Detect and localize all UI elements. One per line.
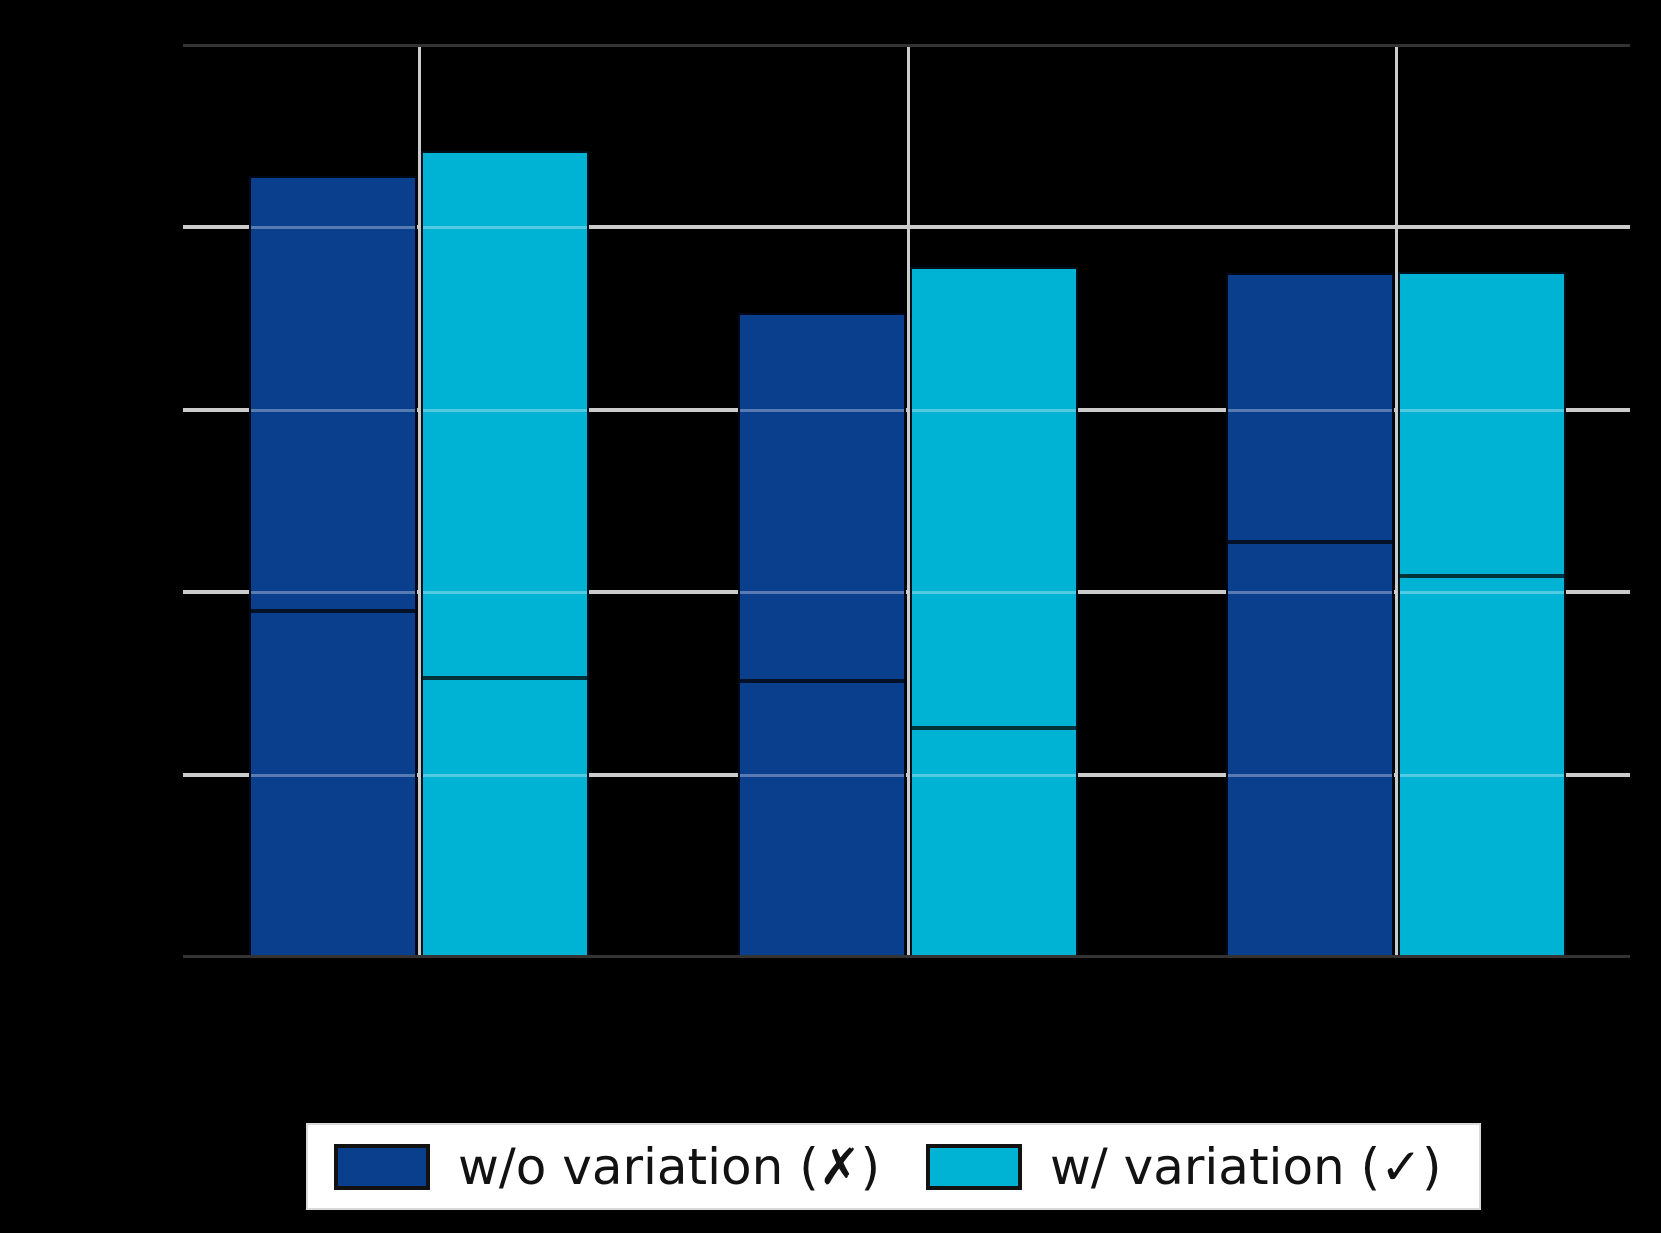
gridline-over-bar (251, 591, 415, 595)
inner-marker-line (423, 675, 587, 680)
gridline-over-bar (740, 773, 904, 777)
gridline-over-bar (1400, 408, 1564, 412)
gridline-over-bar (912, 773, 1076, 777)
gridline-over-bar (1400, 773, 1564, 777)
legend-swatch-without-variation (334, 1143, 430, 1190)
gridline-over-bar (251, 773, 415, 777)
inner-marker-line (1400, 573, 1564, 578)
bar-group3-series2 (1398, 272, 1566, 957)
horizontal-gridline (183, 407, 1630, 412)
bar-group1-series2 (421, 151, 589, 957)
horizontal-gridline (183, 772, 1630, 777)
horizontal-gridline (183, 225, 1630, 230)
legend-box: w/o variation (✗) w/ variation (✓) (306, 1123, 1481, 1210)
gridline-over-bar (1228, 408, 1392, 412)
bar-group3-series1 (1226, 273, 1394, 957)
x-axis-line (183, 955, 1630, 958)
bar-group2-series1 (738, 313, 906, 957)
gridline-over-bar (423, 408, 587, 412)
bar-group1-series1 (249, 176, 417, 957)
gridline-over-bar (423, 591, 587, 595)
inner-marker-line (912, 726, 1076, 731)
gridline-over-bar (1228, 591, 1392, 595)
legend-swatch-with-variation (926, 1143, 1022, 1190)
legend-item-without-variation: w/o variation (✗) (334, 1125, 880, 1208)
legend-item-with-variation: w/ variation (✓) (926, 1125, 1442, 1208)
horizontal-gridline (183, 590, 1630, 595)
top-spine (183, 44, 1630, 47)
gridline-over-bar (740, 408, 904, 412)
gridline-over-bar (423, 773, 587, 777)
vertical-gridline (907, 45, 910, 957)
gridline-over-bar (740, 591, 904, 595)
inner-marker-line (740, 678, 904, 683)
plot-area (183, 44, 1630, 958)
gridline-over-bar (912, 591, 1076, 595)
gridline-over-bar (912, 408, 1076, 412)
bar-group2-series2 (910, 267, 1078, 957)
legend-label-with-variation: w/ variation (✓) (1050, 1137, 1442, 1196)
gridline-over-bar (423, 226, 587, 230)
inner-marker-line (251, 609, 415, 614)
gridline-over-bar (1228, 773, 1392, 777)
vertical-gridline (1395, 45, 1398, 957)
gridline-over-bar (1400, 591, 1564, 595)
legend-label-without-variation: w/o variation (✗) (458, 1137, 881, 1196)
inner-marker-line (1228, 540, 1392, 545)
gridline-over-bar (251, 226, 415, 230)
gridline-over-bar (251, 408, 415, 412)
vertical-gridline (418, 45, 421, 957)
